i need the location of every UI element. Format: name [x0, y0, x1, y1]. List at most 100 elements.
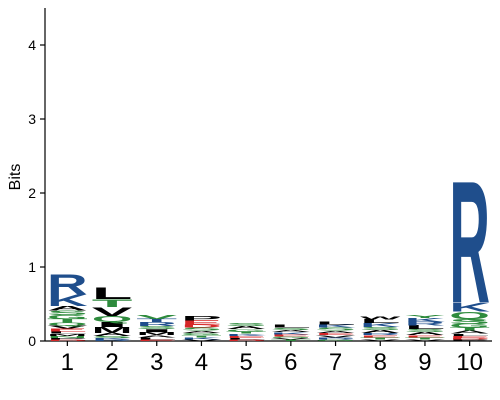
logo-letter: S [360, 326, 401, 331]
x-tick-label: 10 [456, 349, 483, 376]
logo-letter: A [360, 329, 401, 334]
logo-letter: T [360, 337, 401, 340]
logo-letter: Y [405, 314, 446, 319]
logo-letter: L [360, 319, 401, 325]
logo-letter: V [360, 339, 401, 341]
logo-letter: N [47, 335, 88, 338]
logo-letter: M [92, 326, 133, 335]
logo-letter: R [136, 322, 177, 328]
y-axis: 0 1 2 3 4 [28, 8, 46, 349]
x-axis: 1 2 3 4 5 6 7 8 9 10 [45, 340, 492, 376]
logo-letter: T [271, 339, 312, 341]
x-tick-label: 1 [61, 349, 74, 376]
logo-letter: K [226, 333, 267, 336]
logo-letter: P [47, 338, 88, 340]
logo-letter: I [136, 328, 177, 333]
logo-letter: Q [449, 310, 490, 321]
logo-letter: G [181, 332, 222, 335]
logo-letter: D [449, 338, 490, 340]
logo-letter: S [92, 335, 133, 338]
logo-letter: D [181, 324, 222, 329]
x-tick-label: 4 [195, 349, 208, 376]
logo-letter: E [181, 319, 222, 326]
logo-letter: A [136, 335, 177, 338]
logo-letter: A [405, 331, 446, 336]
logo-letter: R [449, 144, 490, 341]
logo-letter: L [92, 284, 133, 302]
logo-letter: T [405, 337, 446, 340]
y-tick-label: 1 [28, 259, 36, 275]
x-tick-label: 9 [418, 349, 431, 376]
logo-letter: K [360, 322, 401, 328]
logo-letter: K [449, 300, 490, 314]
logo-letter: T [181, 334, 222, 337]
logo-letter: L [47, 331, 88, 334]
logo-letter: L [271, 324, 312, 329]
logo-letter: V [271, 338, 312, 340]
x-tick-label: 6 [284, 349, 297, 376]
y-tick-label: 4 [28, 37, 36, 53]
logo-letter: R [360, 332, 401, 335]
logo-letter: V [92, 305, 133, 319]
logo-letter: R [47, 269, 88, 301]
x-tick-label: 3 [150, 349, 163, 376]
logo-letter: E [226, 335, 267, 338]
logo-letter: V [405, 339, 446, 341]
x-ticks: 1 2 3 4 5 6 7 8 9 10 [61, 341, 483, 376]
logo-letter: A [92, 332, 133, 337]
logo-letter: G [47, 314, 88, 320]
y-tick-label: 2 [28, 185, 36, 201]
logo-letter: A [226, 326, 267, 331]
y-axis-label: Bits [7, 164, 24, 191]
logo-letter: S [271, 327, 312, 330]
logo-letter: V [181, 339, 222, 341]
logo-letter: T [92, 297, 133, 310]
logo-letter: A [449, 330, 490, 335]
logo-letter: Q [47, 322, 88, 327]
logo-letter: M [47, 333, 88, 336]
logo-letter: G [271, 336, 312, 338]
logo-letter: S [405, 329, 446, 334]
logo-letter: E [271, 334, 312, 337]
logo-letter: A [181, 330, 222, 333]
logo-letter: E [136, 339, 177, 341]
logo-letter: V [47, 325, 88, 330]
x-tick-label: 7 [329, 349, 342, 376]
logo-letter: T [226, 331, 267, 334]
logo-letter: V [136, 314, 177, 320]
logo-letter: A [315, 330, 356, 333]
logo-letter: R [92, 339, 133, 341]
logo-letter: S [226, 323, 267, 328]
logo-letter: K [92, 338, 133, 340]
logo-letter: S [47, 310, 88, 317]
logo-letter: L [136, 337, 177, 340]
logo-letter: S [181, 327, 222, 332]
logo-letter: G [449, 323, 490, 329]
logo-letter: R [315, 337, 356, 340]
logo-letter: D [226, 339, 267, 341]
logo-letter: I [92, 320, 133, 328]
logo-letter: S [449, 318, 490, 326]
logo-letter: E [360, 335, 401, 338]
logo-letter: L [405, 325, 446, 331]
logo-letter: W [360, 316, 401, 321]
letter-stacks: DPNMLEVQTGSAKRRKSAMIQVTLELAMISRTVVKTGASD… [47, 144, 491, 342]
logo-letter: T [47, 318, 88, 324]
logo-letter: P [449, 339, 490, 341]
logo-letter: M [136, 332, 177, 337]
x-tick-label: 5 [239, 349, 252, 376]
logo-letter: P [181, 315, 222, 322]
y-tick-label: 3 [28, 111, 36, 127]
logo-letter: K [315, 324, 356, 329]
logo-letter: G [226, 329, 267, 332]
logo-letter: Q [92, 314, 133, 323]
logo-letter: G [315, 339, 356, 341]
